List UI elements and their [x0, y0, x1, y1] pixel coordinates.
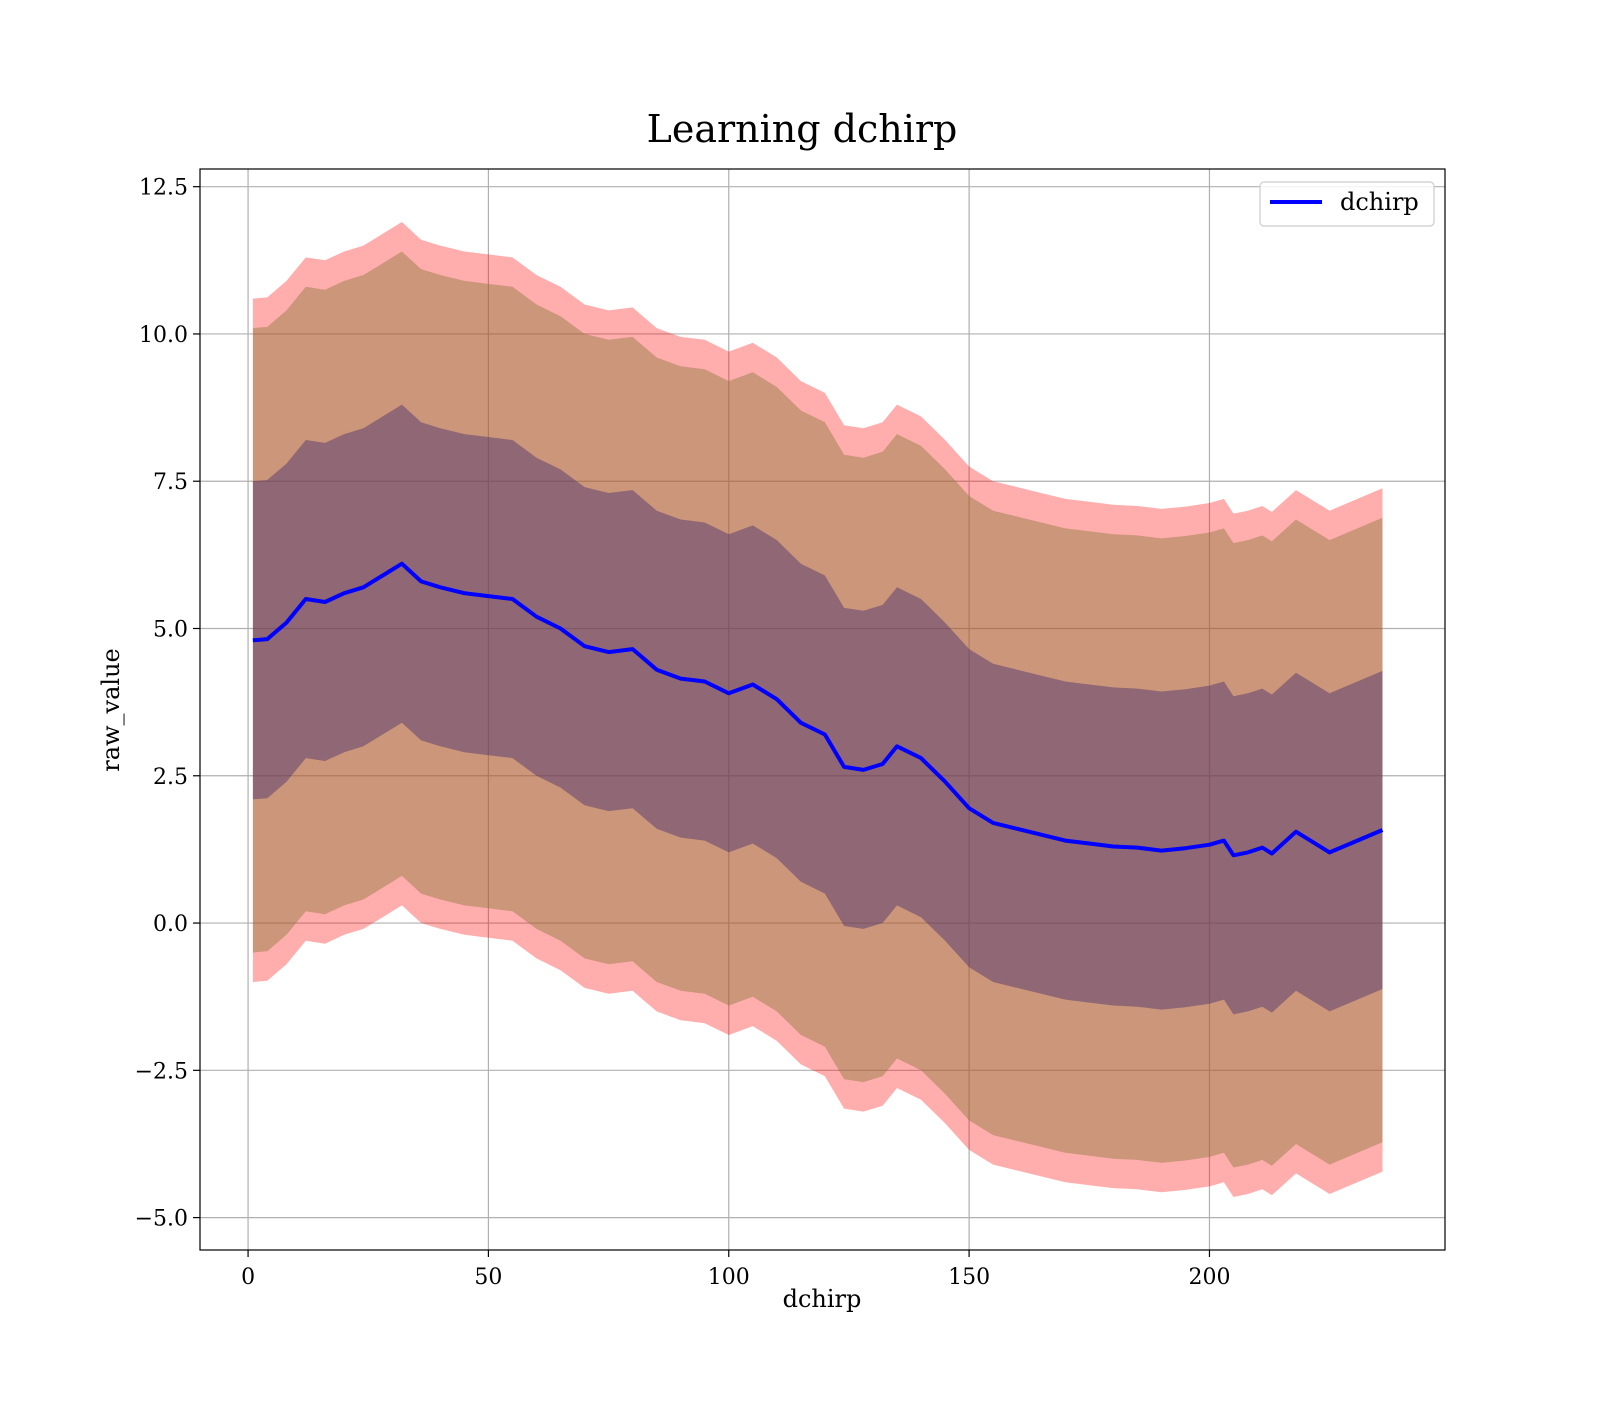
y-tick-label-6: 10.0 [139, 323, 188, 348]
band-0 [252, 222, 1383, 1197]
plot-frame [199, 168, 1446, 1251]
x-tick-label-3: 150 [948, 1265, 990, 1290]
y-tick-label-7: 12.5 [139, 176, 188, 201]
bands [252, 222, 1383, 1197]
x-tick-label-4: 200 [1188, 1265, 1230, 1290]
y-axis-ticks: −5.0 −2.5 0.0 2.5 5.0 7.5 10.0 12.5 [135, 176, 200, 1232]
y-tick-label-4: 5.0 [153, 617, 188, 642]
x-tick-label-1: 50 [474, 1265, 502, 1290]
y-tick-label-0: −5.0 [135, 1207, 188, 1232]
grid [200, 169, 1445, 1250]
y-axis-label: raw_value [97, 648, 125, 772]
y-tick-label-5: 7.5 [153, 470, 188, 495]
chart-title: Learning dchirp [647, 107, 958, 151]
x-tick-label-2: 100 [708, 1265, 750, 1290]
y-tick-label-3: 2.5 [153, 765, 188, 790]
band-2 [252, 404, 1383, 1015]
x-axis-label: dchirp [783, 1285, 862, 1313]
x-tick-label-0: 0 [241, 1265, 255, 1290]
band-1 [252, 251, 1383, 1168]
y-tick-label-1: −2.5 [135, 1059, 188, 1084]
series-lines [252, 561, 1384, 858]
legend-box [1259, 181, 1435, 227]
legend-label-dchirp: dchirp [1340, 188, 1419, 216]
y-tick-label-2: 0.0 [153, 912, 188, 937]
x-axis-ticks: 0 50 100 150 200 [241, 1250, 1230, 1290]
series-line-dchirp [252, 561, 1384, 858]
legend: dchirp [1259, 181, 1435, 227]
